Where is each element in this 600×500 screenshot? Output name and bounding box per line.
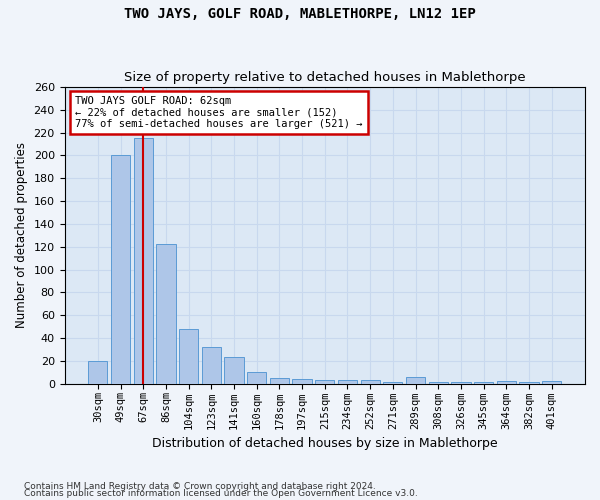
Bar [542,381,562,384]
Bar [224,358,244,384]
Y-axis label: Number of detached properties: Number of detached properties [15,142,28,328]
Text: Contains public sector information licensed under the Open Government Licence v3: Contains public sector information licen… [24,490,418,498]
Bar [338,380,357,384]
Bar [134,138,153,384]
X-axis label: Distribution of detached houses by size in Mablethorpe: Distribution of detached houses by size … [152,437,497,450]
Bar [428,382,448,384]
Text: Contains HM Land Registry data © Crown copyright and database right 2024.: Contains HM Land Registry data © Crown c… [24,482,376,491]
Text: TWO JAYS, GOLF ROAD, MABLETHORPE, LN12 1EP: TWO JAYS, GOLF ROAD, MABLETHORPE, LN12 1… [124,8,476,22]
Bar [88,360,107,384]
Bar [406,376,425,384]
Bar [292,379,312,384]
Bar [497,381,516,384]
Title: Size of property relative to detached houses in Mablethorpe: Size of property relative to detached ho… [124,72,526,85]
Bar [111,156,130,384]
Bar [270,378,289,384]
Bar [247,372,266,384]
Bar [451,382,470,384]
Text: TWO JAYS GOLF ROAD: 62sqm
← 22% of detached houses are smaller (152)
77% of semi: TWO JAYS GOLF ROAD: 62sqm ← 22% of detac… [75,96,362,129]
Bar [383,382,403,384]
Bar [520,382,539,384]
Bar [179,329,198,384]
Bar [156,244,176,384]
Bar [361,380,380,384]
Bar [202,347,221,384]
Bar [315,380,334,384]
Bar [474,382,493,384]
